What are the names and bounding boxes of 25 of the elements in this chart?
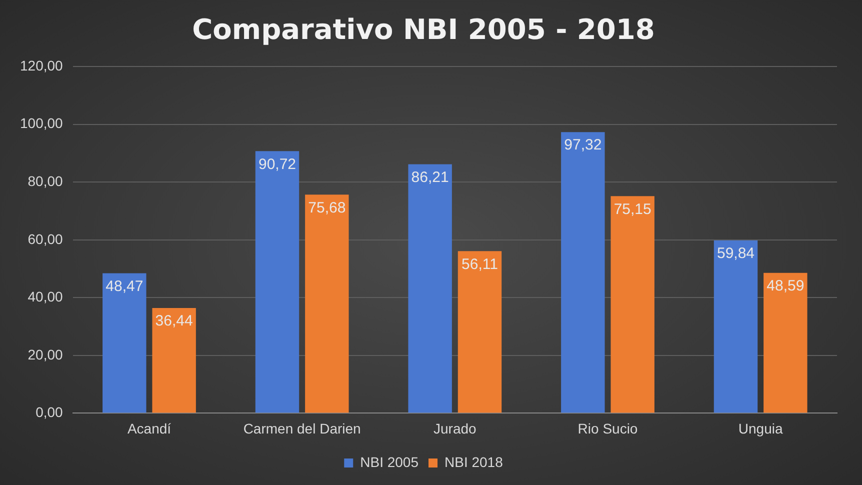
data-label: 97,32 xyxy=(564,136,602,154)
y-tick-label: 0,00 xyxy=(36,404,64,420)
data-label: 90,72 xyxy=(258,156,296,173)
y-tick-label: 120,00 xyxy=(20,57,64,74)
x-tick-label: Carmen del Darien xyxy=(243,420,361,436)
data-label: 75,68 xyxy=(308,199,346,216)
data-label: 56,11 xyxy=(462,256,498,273)
chart-title: Comparativo NBI 2005 - 2018 xyxy=(192,13,655,46)
x-tick-label: Acandí xyxy=(127,420,172,436)
legend-label: NBI 2018 xyxy=(444,454,504,470)
y-tick-label: 100,00 xyxy=(20,115,64,132)
x-tick-label: Jurado xyxy=(434,420,477,436)
data-label: 75,15 xyxy=(614,200,652,218)
y-tick-label: 20,00 xyxy=(28,346,64,362)
y-tick-label: 80,00 xyxy=(28,172,64,189)
data-label: 59,84 xyxy=(716,245,755,262)
y-tick-label: 60,00 xyxy=(28,230,64,247)
data-label: 36,44 xyxy=(155,312,193,330)
data-label: 86,21 xyxy=(411,168,449,186)
x-tick-label: Unguia xyxy=(738,420,783,436)
data-label: 48,47 xyxy=(106,278,144,295)
legend-label: NBI 2005 xyxy=(360,454,419,470)
data-label: 48,59 xyxy=(766,277,804,294)
x-tick-label: Rio Sucio xyxy=(578,420,638,436)
y-tick-label: 40,00 xyxy=(28,288,64,305)
